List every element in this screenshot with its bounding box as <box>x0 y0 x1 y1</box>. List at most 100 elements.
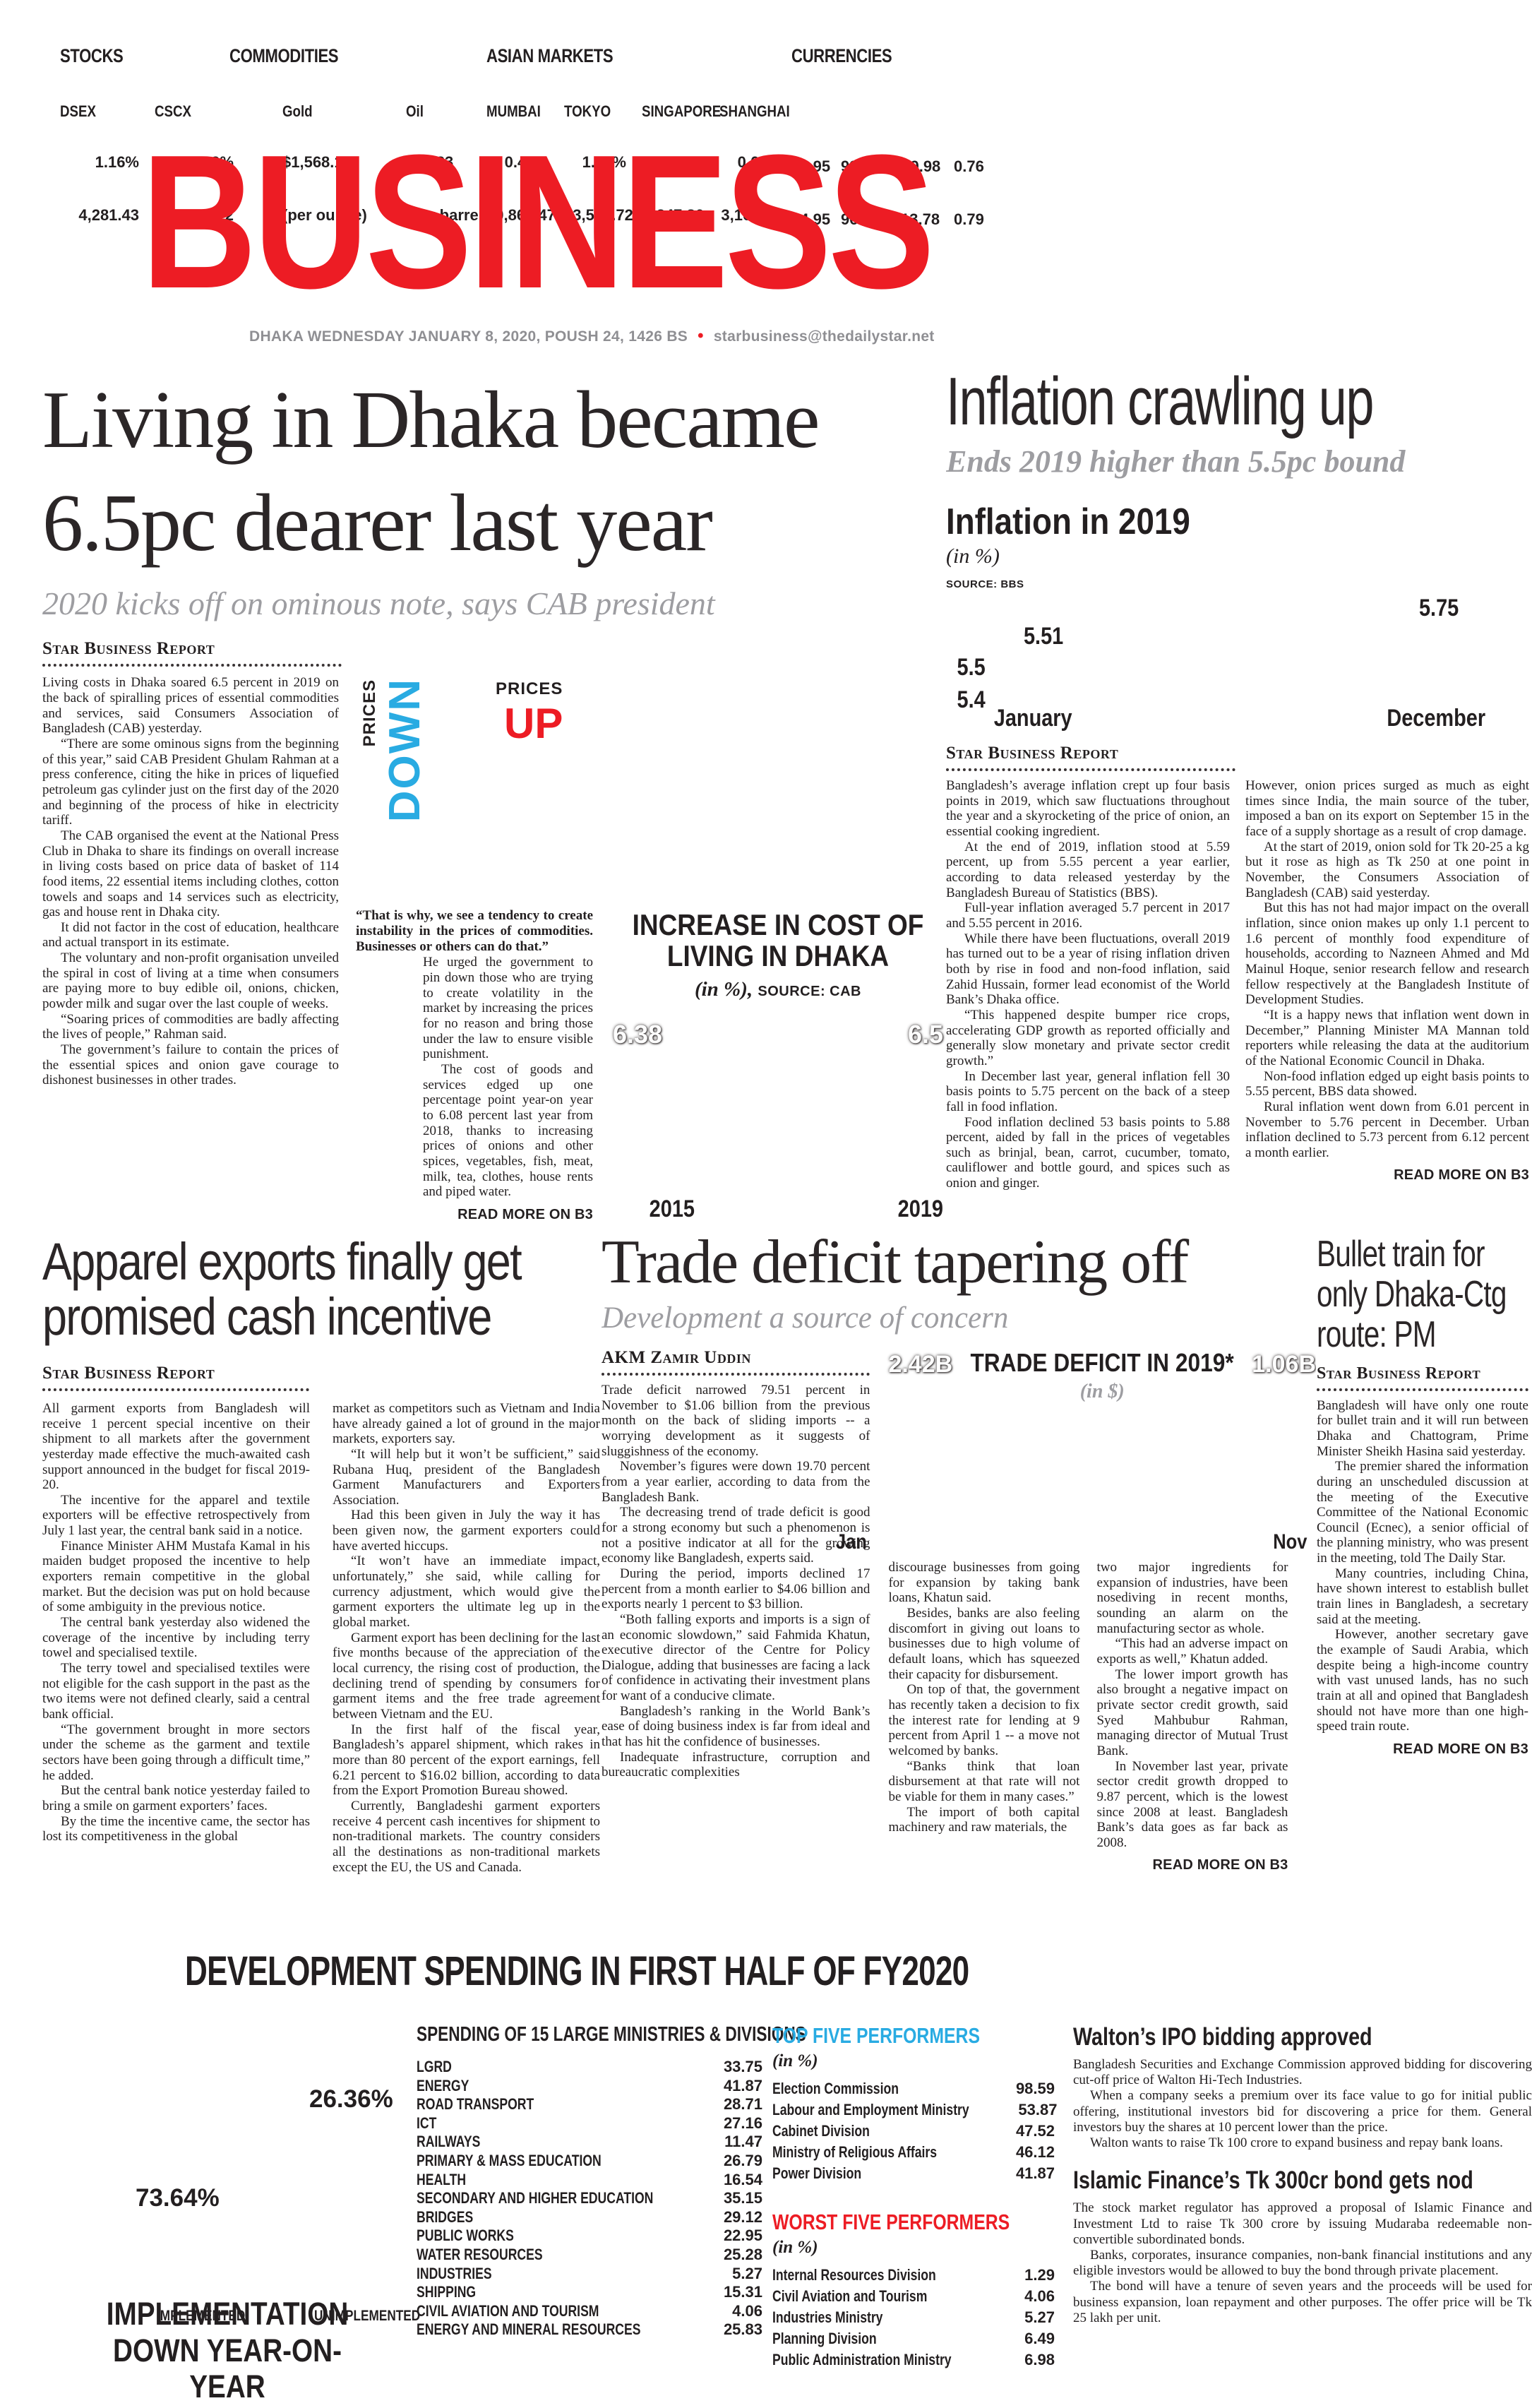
down-word: DOWN <box>381 678 429 823</box>
article-bullet-train: Bullet train for only Dhaka-Ctg route: P… <box>1317 1234 1528 1932</box>
read-more-ref: READ MORE ON B3 <box>1394 1167 1529 1184</box>
article-body: Bangladesh will have only one route for … <box>1317 1398 1528 1734</box>
table-row-label: Power Division <box>772 2164 862 2182</box>
separator-dot: • <box>698 326 704 345</box>
chart-x-axis: 2015 2019 <box>609 1196 947 1223</box>
worst-performers-title: WORST FIVE PERFORMERS <box>772 2210 1010 2234</box>
market-quote: DSEX 1.16% 4,281.43 <box>60 102 139 225</box>
ministries-table: SPENDING OF 15 LARGE MINISTRIES & DIVISI… <box>417 2023 806 2408</box>
paragraph: All garment exports from Bangladesh will… <box>42 1400 310 1493</box>
table-row: SHIPPING 15.31 <box>417 2283 762 2302</box>
table-row: Cabinet Division 47.52 <box>772 2121 1055 2142</box>
chart-plot-area: 5.75 5.51 5.5 5.4 January December <box>946 595 1529 732</box>
value-2019: 6.5 <box>907 1019 943 1049</box>
table-row-label: Public Administration Ministry <box>772 2351 952 2368</box>
article-body: All garment exports from Bangladesh will… <box>42 1401 600 1875</box>
table-row: Power Division 41.87 <box>772 2163 1055 2184</box>
market-quote-pct: 1.16% <box>95 153 139 171</box>
table-row-value: 25.83 <box>723 2320 762 2339</box>
table-row-value: 46.12 <box>1015 2143 1055 2161</box>
islamic-finance-body: The stock market regulator has approved … <box>1073 2200 1532 2326</box>
table-row-label: HEALTH <box>417 2170 467 2188</box>
article-inflation: Inflation crawling up Ends 2019 higher t… <box>946 369 1529 1229</box>
commodities-items: Gold $1,568.10 (per ounce) Oil $68.23 (per ba… <box>282 102 529 225</box>
x-label-nov: Nov <box>1273 1530 1307 1554</box>
asian-markets-title: ASIAN MARKETS <box>486 45 614 66</box>
islamic-finance-headline: Islamic Finance’s Tk 300cr bond gets nod <box>1073 2166 1473 2195</box>
currency-sell-row: 84.95 96.96 113.78 0.79 <box>791 210 984 229</box>
section-email[interactable]: starbusiness@thedailystar.net <box>713 328 935 345</box>
chart-unit: (in $) <box>1079 1381 1125 1402</box>
chart-title: TRADE DEFICIT IN 2019* <box>970 1348 1234 1377</box>
currency-rate: 96.96 <box>841 210 880 228</box>
table-row-label: PUBLIC WORKS <box>417 2227 514 2245</box>
paragraph: Trade deficit narrowed 79.51 percent in … <box>602 1383 870 1459</box>
currency-rate: 113.78 <box>893 210 940 228</box>
market-quote-pct: 0.69% <box>737 153 782 171</box>
paragraph: When a company seeks a premium over its … <box>1073 2088 1532 2135</box>
paragraph: By the time the incentive came, the sect… <box>42 1813 310 1844</box>
paragraph: At the start of 2019, onion sold for Tk … <box>1245 839 1529 900</box>
market-quote-pct: 1.60% <box>582 153 626 171</box>
market-quote-pct: 0.90% <box>659 153 704 171</box>
living-cost-chart-area: INCREASE IN COST OF LIVING IN DHAKA (in … <box>609 675 947 1223</box>
article-subhead: 2020 kicks off on ominous note, says CAB… <box>42 585 715 622</box>
table-row-label: ENERGY AND MINERAL RESOURCES <box>417 2320 641 2339</box>
article-living-costs: Living in Dhaka became 6.5pc dearer last… <box>42 369 947 1229</box>
wrapped-text-block: He urged the government to pin down thos… <box>423 955 593 1200</box>
market-quote: SINGAPORE 0.90% 3,247.86 <box>642 102 721 225</box>
table-row: SECONDARY AND HIGHER EDUCATION 35.15 <box>417 2189 762 2208</box>
worst-performers-unit: (in %) <box>772 2238 818 2257</box>
market-quote-pct: $68.23 <box>406 153 454 171</box>
table-row-value: 11.47 <box>724 2133 762 2151</box>
table-row-label: Cabinet Division <box>772 2122 870 2140</box>
table-row-value: 27.16 <box>723 2114 762 2132</box>
article-headline: Trade deficit tapering off <box>602 1232 1189 1297</box>
paragraph: “The government brought in more sectors … <box>42 1722 310 1783</box>
masthead: BUSINESS <box>141 127 1082 318</box>
paragraph: Food inflation declined 53 basis points … <box>946 1114 1230 1191</box>
table-row-value: 35.15 <box>723 2189 762 2207</box>
paragraph: Non-food inflation edged up eight basis … <box>1245 1068 1529 1099</box>
brief-news-column: Walton’s IPO bidding approved Bangladesh… <box>1073 2023 1532 2408</box>
currency-rate: 83.95 <box>791 157 831 175</box>
table-row: BRIDGES 29.12 <box>417 2208 762 2227</box>
year-2015: 2015 <box>649 1195 695 1222</box>
paragraph: However, onion prices surged as much as … <box>1245 778 1529 840</box>
table-row: RAILWAYS 11.47 <box>417 2133 762 2152</box>
article-column-1: All garment exports from Bangladesh will… <box>42 1401 310 1875</box>
paragraph: discourage businesses from going for exp… <box>888 1560 1080 1606</box>
pull-quote: “That is why, we see a tendency to creat… <box>356 908 593 955</box>
y-tick-55: 5.5 <box>957 654 986 681</box>
market-quote-name: Oil <box>406 102 424 120</box>
dotted-rule <box>1317 1388 1528 1391</box>
table-row: Ministry of Religious Affairs 46.12 <box>772 2142 1055 2163</box>
up-word: UP <box>504 700 563 748</box>
paragraph: Bangladesh’s ranking in the World Bank’s… <box>602 1703 870 1750</box>
chart-title-block: TRADE DEFICIT IN 2019* (in $) <box>952 1348 1252 1403</box>
value-2015: 6.38 <box>613 1019 663 1049</box>
dotted-rule <box>602 1373 870 1376</box>
market-quote-name: MUMBAI <box>486 102 541 120</box>
chart-values: 6.38 6.5 <box>609 1020 947 1049</box>
article-column-1: Bangladesh’s average inflation crept up … <box>946 778 1230 1191</box>
asian-markets-section: ASIAN MARKETS MUMBAI 0.47% 40,869.47 TOKYO 1… <box>486 45 797 225</box>
development-spending-section: DEVELOPMENT SPENDING IN FIRST HALF OF FY… <box>106 1948 1532 2408</box>
paragraph: But the central bank notice yesterday fa… <box>42 1783 310 1813</box>
paragraph: The central bank yesterday also widened … <box>42 1615 310 1661</box>
market-quote-value: 3,104.80 <box>721 206 782 224</box>
top-performers-title: TOP FIVE PERFORMERS <box>772 2023 980 2048</box>
read-more-ref: READ MORE ON B3 <box>1152 1857 1288 1873</box>
paragraph: Full-year inflation averaged 5.7 percent… <box>946 900 1230 931</box>
legend-entry: IMPLEMENTED <box>157 2308 246 2324</box>
chart-header: 2.42B TRADE DEFICIT IN 2019* (in $) 1.06… <box>888 1348 1316 1403</box>
paragraph: Banks, corporates, insurance companies, … <box>1073 2247 1532 2279</box>
unimplemented-pct: 73.64% <box>136 2184 220 2212</box>
table-row-label: PRIMARY & MASS EDUCATION <box>417 2151 602 2169</box>
currency-rate: 93.16 <box>841 157 880 175</box>
currency-rate: 0.79 <box>954 210 984 228</box>
paragraph: The stock market regulator has approved … <box>1073 2200 1532 2247</box>
paragraph: two major ingredients for expansion of i… <box>1096 1560 1288 1636</box>
currency-buy-row: 83.95 93.16 109.98 0.76 <box>791 157 984 176</box>
currencies-title: CURRENCIES <box>791 45 892 66</box>
